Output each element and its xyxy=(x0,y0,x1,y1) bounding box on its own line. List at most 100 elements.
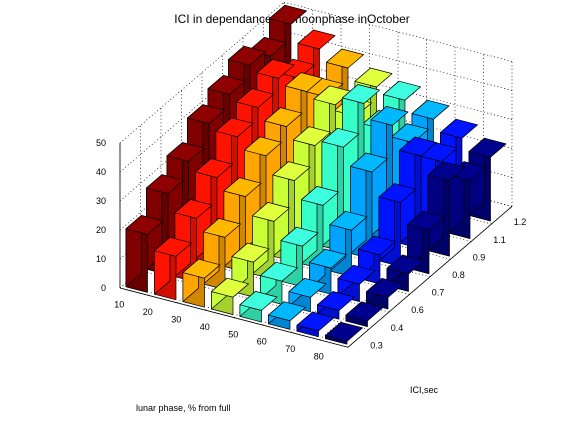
bar xyxy=(268,301,306,330)
bar xyxy=(317,291,355,320)
bar-top-face xyxy=(260,261,298,282)
bar-top-face xyxy=(366,278,404,298)
bar-top-face xyxy=(296,311,335,332)
bar-top-face xyxy=(337,264,376,285)
bar-top-face xyxy=(326,48,364,69)
bar-top-face xyxy=(301,186,339,206)
bar-top-face xyxy=(269,4,307,25)
bar-top-face xyxy=(211,277,249,298)
bar-top-face xyxy=(317,291,355,311)
bar-top-face xyxy=(125,215,164,235)
z-tick-label: 50 xyxy=(96,138,106,148)
floor-edge-line xyxy=(347,206,513,348)
x-tick-label: 1.2 xyxy=(514,217,527,227)
bar-top-face xyxy=(195,158,233,178)
y-tick-label: 30 xyxy=(171,315,181,325)
bar-top-face xyxy=(228,45,266,66)
y-tick-label: 50 xyxy=(228,329,238,339)
bar-top-face xyxy=(468,137,507,158)
x-axis-line xyxy=(119,287,349,348)
bar-top-face xyxy=(146,174,184,194)
back-wall-grid-line xyxy=(283,1,513,62)
bar-top-face xyxy=(154,236,192,257)
bar-top-face xyxy=(345,301,384,322)
bar-top-face xyxy=(272,161,311,181)
bar-top-face xyxy=(297,29,336,50)
bar-top-face xyxy=(440,118,478,139)
bar-top-face xyxy=(207,75,246,95)
bar-top-face xyxy=(182,258,221,279)
bar-top-face xyxy=(236,88,274,108)
y-tick-label: 80 xyxy=(314,352,324,362)
bar-top-face xyxy=(325,321,363,342)
x-tick-label: 0.8 xyxy=(452,270,465,280)
bar xyxy=(337,264,376,302)
bar-top-face xyxy=(342,84,380,104)
bar xyxy=(280,226,319,288)
bars-layer xyxy=(125,4,507,345)
bar-top-face xyxy=(370,106,409,126)
bar-top-face xyxy=(252,202,290,222)
bar-top-face xyxy=(354,67,393,88)
bar-top-face xyxy=(264,107,303,127)
bar-top-face xyxy=(244,136,282,157)
z-tick-label: 10 xyxy=(96,254,106,264)
bar-top-face xyxy=(285,72,323,92)
bar xyxy=(468,137,507,222)
bar-top-face xyxy=(203,218,241,238)
z-tick-label: 0 xyxy=(101,283,106,293)
z-tick-label: 20 xyxy=(96,225,106,235)
tick-labels-layer: 0 10 20 30 40 50 0.3 0.4 0.6 0.7 0.8 0.9 1.1 1.2 10 20 3… xyxy=(96,138,526,362)
bar-top-face xyxy=(309,248,347,269)
x-tick-label: 0.4 xyxy=(391,323,404,333)
x-tick-label: 0.9 xyxy=(473,252,486,262)
bar-top-face xyxy=(280,226,319,247)
bar-top-face xyxy=(329,210,368,231)
y-axis-title: lunar phase, % from full xyxy=(136,403,231,413)
bar-top-face xyxy=(288,277,327,298)
x-tick-label: 0.6 xyxy=(411,305,424,315)
z-tick-label: 30 xyxy=(96,196,106,206)
y-tick-label: 60 xyxy=(257,337,267,347)
bar-top-face xyxy=(383,80,421,101)
bar-top-face xyxy=(166,142,205,162)
x-tick-label: 0.3 xyxy=(370,340,383,350)
bar-top-face xyxy=(358,235,396,256)
y-tick-label: 20 xyxy=(143,307,153,317)
bar-top-face xyxy=(407,210,445,231)
y-tick-label: 40 xyxy=(200,322,210,332)
bar-top-face xyxy=(293,126,331,146)
y-tick-label: 10 xyxy=(114,300,124,310)
bar xyxy=(154,236,192,301)
bar-top-face xyxy=(174,199,213,219)
bar-top-face xyxy=(386,254,425,275)
bar-top-face xyxy=(268,301,306,322)
bar xyxy=(239,291,278,323)
bar-top-face xyxy=(378,183,417,203)
bar xyxy=(125,215,164,293)
bar xyxy=(345,301,384,327)
bar-top-face xyxy=(321,127,360,148)
bar xyxy=(448,161,486,239)
back-wall-grid-line xyxy=(283,59,513,120)
bar xyxy=(350,152,388,260)
bar-top-face xyxy=(399,136,437,157)
bar-top-face xyxy=(239,291,278,311)
bar xyxy=(296,311,335,338)
x-tick-label: 1.1 xyxy=(493,235,506,245)
bar xyxy=(211,277,249,315)
y-tick-label: 70 xyxy=(285,344,295,354)
bar xyxy=(231,242,270,298)
bar-top-face xyxy=(256,59,295,79)
x-tick-label: 0.7 xyxy=(432,288,445,298)
bar-top-face xyxy=(391,123,429,143)
bar-top-face xyxy=(231,242,270,263)
x-axis-title: ICI,sec xyxy=(410,385,439,395)
bar-top-face xyxy=(187,104,225,124)
bar-top-face xyxy=(215,117,254,138)
z-tick-label: 40 xyxy=(96,167,106,177)
bar xyxy=(325,321,363,345)
bar-top-face xyxy=(223,177,262,197)
